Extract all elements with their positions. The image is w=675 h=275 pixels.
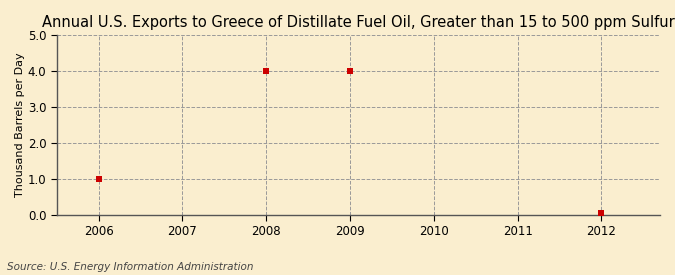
- Point: [596, 211, 607, 215]
- Point: [93, 177, 104, 181]
- Text: Source: U.S. Energy Information Administration: Source: U.S. Energy Information Administ…: [7, 262, 253, 272]
- Point: [261, 69, 271, 73]
- Title: Annual U.S. Exports to Greece of Distillate Fuel Oil, Greater than 15 to 500 ppm: Annual U.S. Exports to Greece of Distill…: [42, 15, 675, 30]
- Y-axis label: Thousand Barrels per Day: Thousand Barrels per Day: [15, 53, 25, 197]
- Point: [345, 69, 356, 73]
